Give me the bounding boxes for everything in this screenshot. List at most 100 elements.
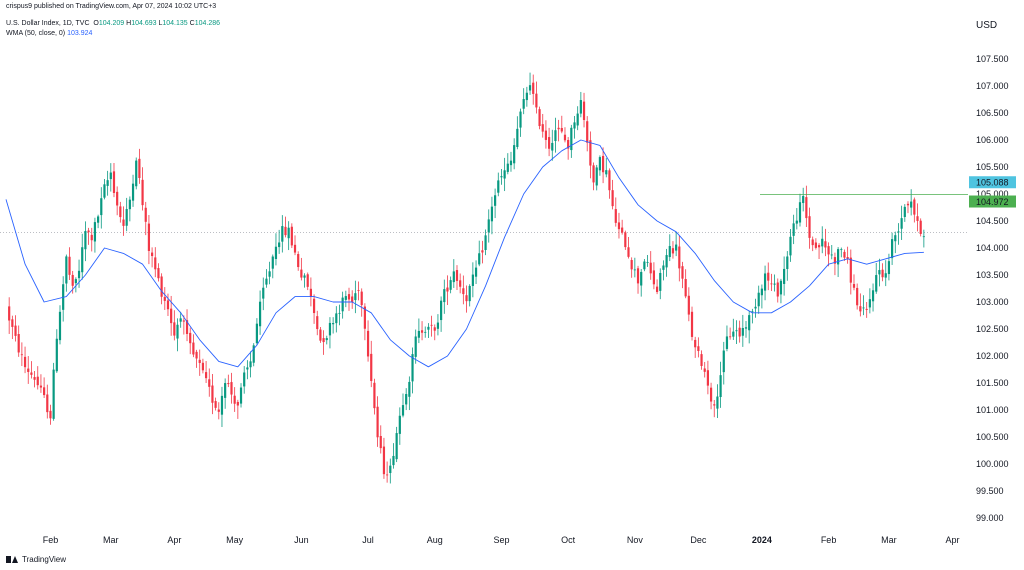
candle-down [627, 247, 630, 257]
ohlc-close: 104.286 [194, 20, 221, 27]
candle-down [455, 270, 459, 281]
candle-down [833, 257, 837, 264]
candle-up [922, 236, 925, 238]
candle-up [570, 127, 573, 151]
y-tick-label: 105.000 [976, 189, 1009, 199]
candle-down [319, 329, 322, 341]
candle-up [735, 330, 738, 332]
ohlc-close-label: C [189, 20, 195, 27]
candle-down [68, 256, 71, 275]
candle-up [255, 323, 259, 344]
candle-up [506, 163, 509, 172]
symbol-name: U.S. Dollar Index, 1D, TVC [6, 20, 90, 27]
candle-down [322, 338, 325, 343]
candle-up [401, 405, 405, 416]
candle-down [916, 216, 919, 221]
candle-down [420, 330, 424, 333]
time-axis[interactable]: Feb Mar Apr May Jun Jul Aug Sep Oct Nov Dec 2024 Feb… [43, 535, 960, 545]
x-tick-label: Aug [427, 535, 443, 545]
candle-down [856, 287, 859, 306]
candle-up [468, 285, 471, 302]
ohlc-open-label: O [93, 20, 99, 27]
candle-down [706, 370, 709, 386]
publish-info: crispus9 published on TradingView.com, A… [6, 3, 217, 10]
y-tick-label: 102.500 [976, 324, 1009, 334]
y-tick-label: 106.500 [976, 108, 1009, 118]
candle-up [640, 271, 643, 286]
y-tick-label: 107.000 [976, 81, 1009, 91]
price-axis[interactable]: 107.500 107.000 106.500 106.000 105.500 105.0… [976, 54, 1009, 523]
y-tick-label: 99.000 [976, 513, 1004, 523]
candle-up [900, 218, 903, 229]
candle-up [554, 130, 557, 142]
candle-up [862, 307, 865, 309]
candle-up [579, 100, 582, 114]
candle-down [681, 266, 684, 279]
candle-up [779, 280, 783, 295]
candle-down [300, 269, 303, 278]
candle-down [230, 382, 233, 395]
candle-down [687, 295, 690, 315]
tradingview-brand[interactable]: TradingView [6, 555, 66, 564]
candle-down [373, 382, 376, 409]
candle-up [741, 328, 744, 336]
candle-up [484, 235, 487, 250]
candle-down [608, 170, 611, 191]
candle-down [8, 306, 11, 321]
candle-down [770, 283, 773, 285]
candle-up [414, 336, 417, 357]
candle-down [852, 284, 856, 288]
candle-up [77, 270, 81, 279]
candle-up [440, 300, 443, 321]
candle-up [744, 327, 748, 329]
candle-up [792, 223, 795, 236]
x-tick-label: Feb [43, 535, 59, 545]
candle-up [830, 254, 833, 256]
candlesticks [8, 72, 925, 484]
candle-down [713, 404, 716, 406]
x-tick-label: Jun [294, 535, 309, 545]
candle-up [103, 184, 106, 198]
candle-up [417, 330, 420, 338]
candle-up [783, 268, 786, 284]
candle-up [478, 253, 481, 265]
candle-up [798, 202, 802, 223]
candle-down [370, 353, 373, 381]
candle-down [586, 121, 589, 143]
candle-up [93, 222, 97, 242]
candle-up [576, 113, 579, 126]
candle-down [122, 219, 125, 226]
candle-down [36, 376, 39, 386]
candle-down [23, 356, 27, 368]
candle-down [611, 190, 614, 207]
candle-down [697, 346, 700, 352]
candle-up [125, 209, 128, 226]
candle-up [659, 272, 662, 291]
candle-up [725, 336, 729, 349]
candle-down [541, 124, 544, 132]
candle-down [906, 203, 910, 206]
candle-down [366, 330, 370, 357]
candle-up [392, 455, 395, 466]
candle-down [20, 354, 23, 356]
candle-up [395, 433, 398, 460]
candle-up [903, 206, 906, 217]
x-tick-label: Sep [493, 535, 509, 545]
candle-down [814, 242, 817, 248]
candle-up [840, 249, 843, 251]
candle-down [805, 197, 808, 219]
candle-up [875, 275, 878, 292]
candle-down [849, 257, 852, 283]
candle-down [360, 291, 363, 306]
candle-up [497, 180, 500, 193]
candle-down [481, 250, 484, 253]
y-tick-label: 104.500 [976, 216, 1009, 226]
candle-down [532, 82, 535, 94]
candle-up [474, 267, 478, 277]
candle-down [547, 137, 551, 149]
candle-down [538, 109, 541, 127]
candle-down [119, 206, 122, 218]
candle-up [871, 290, 875, 302]
candle-down [563, 134, 567, 141]
